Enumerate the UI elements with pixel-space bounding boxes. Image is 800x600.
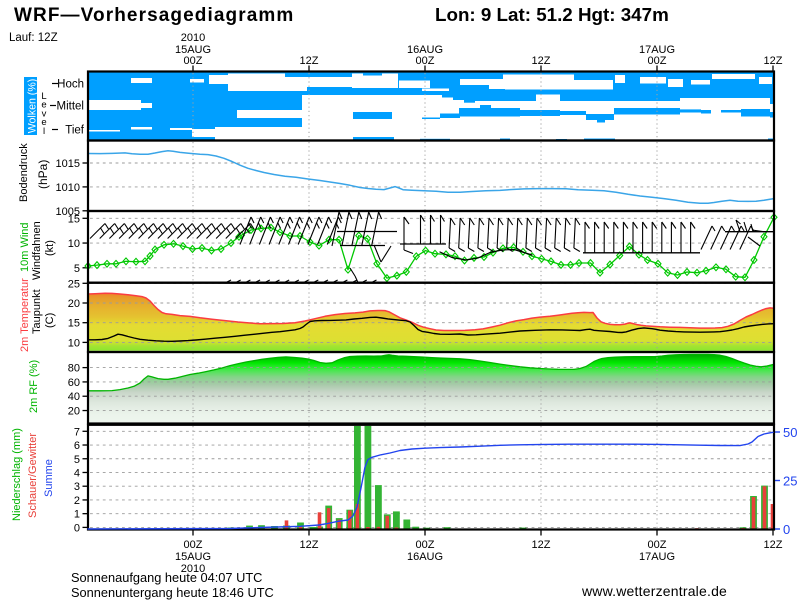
- svg-text:12Z: 12Z: [532, 539, 551, 551]
- svg-text:(C): (C): [44, 313, 56, 328]
- svg-text:Lon: 9 Lat: 51.2 Hgt: 347m: Lon: 9 Lat: 51.2 Hgt: 347m: [435, 4, 669, 25]
- svg-text:80: 80: [68, 363, 80, 375]
- svg-text:00Z: 00Z: [416, 539, 435, 551]
- svg-text:Schauer/Gewitter: Schauer/Gewitter: [27, 433, 39, 518]
- svg-text:00Z: 00Z: [648, 55, 667, 67]
- svg-text:2m RF (%): 2m RF (%): [28, 360, 40, 413]
- svg-text:10m Wind: 10m Wind: [19, 222, 31, 272]
- svg-text:Niederschlag (mm): Niederschlag (mm): [11, 428, 23, 521]
- svg-text:2010: 2010: [181, 563, 205, 575]
- svg-text:Sonnenaufgang heute 04:07 UTC: Sonnenaufgang heute 04:07 UTC: [71, 570, 262, 585]
- svg-text:17AUG: 17AUG: [639, 551, 675, 563]
- svg-text:15AUG: 15AUG: [175, 551, 211, 563]
- svg-text:10: 10: [68, 337, 80, 349]
- svg-text:15: 15: [68, 213, 80, 225]
- svg-text:l: l: [43, 126, 45, 137]
- svg-text:2: 2: [74, 495, 80, 507]
- svg-text:3: 3: [74, 481, 80, 493]
- svg-text:7: 7: [74, 426, 80, 438]
- svg-text:15: 15: [68, 318, 80, 330]
- svg-text:25: 25: [783, 474, 797, 489]
- svg-text:20: 20: [68, 298, 80, 310]
- svg-text:e: e: [41, 117, 46, 128]
- svg-text:WRF—Vorhersagediagramm: WRF—Vorhersagediagramm: [14, 5, 294, 26]
- svg-text:10: 10: [68, 238, 80, 250]
- svg-text:2m Temperatur: 2m Temperatur: [19, 278, 31, 352]
- svg-text:1010: 1010: [56, 182, 80, 194]
- svg-text:(kt): (kt): [44, 240, 56, 256]
- svg-text:Mittel: Mittel: [57, 101, 84, 113]
- svg-text:www.wetterzentrale.de: www.wetterzentrale.de: [581, 583, 727, 599]
- svg-text:4: 4: [74, 467, 80, 479]
- svg-text:Summe: Summe: [43, 459, 55, 497]
- svg-text:12Z: 12Z: [300, 55, 319, 67]
- svg-text:Lauf: 12Z: Lauf: 12Z: [9, 32, 58, 44]
- svg-text:Tief: Tief: [65, 125, 85, 137]
- svg-text:1015: 1015: [56, 158, 80, 170]
- svg-text:6: 6: [74, 440, 80, 452]
- svg-text:0: 0: [783, 522, 790, 537]
- svg-text:16AUG: 16AUG: [407, 551, 443, 563]
- svg-text:(hPa): (hPa): [36, 160, 50, 189]
- svg-text:Hoch: Hoch: [57, 79, 84, 91]
- svg-text:Sonnenuntergang heute 18:46 UT: Sonnenuntergang heute 18:46 UTC: [71, 585, 274, 600]
- svg-text:Bodendruck: Bodendruck: [18, 143, 30, 202]
- svg-text:L: L: [41, 91, 46, 102]
- svg-text:00Z: 00Z: [184, 539, 203, 551]
- svg-text:5: 5: [74, 454, 80, 466]
- svg-text:0: 0: [74, 522, 80, 534]
- svg-text:50: 50: [783, 425, 797, 440]
- svg-text:20: 20: [68, 406, 80, 418]
- svg-text:12Z: 12Z: [764, 539, 783, 551]
- svg-text:Windfahnen: Windfahnen: [31, 221, 43, 280]
- svg-text:16AUG: 16AUG: [407, 44, 443, 56]
- svg-text:15AUG: 15AUG: [175, 44, 211, 56]
- svg-text:1005: 1005: [56, 206, 80, 218]
- svg-text:Taupunkt: Taupunkt: [31, 289, 43, 334]
- svg-text:2010: 2010: [181, 32, 205, 44]
- svg-text:00Z: 00Z: [184, 55, 203, 67]
- svg-text:5: 5: [74, 263, 80, 275]
- svg-text:00Z: 00Z: [648, 539, 667, 551]
- svg-text:e: e: [41, 100, 46, 111]
- svg-text:25: 25: [68, 278, 80, 290]
- svg-text:60: 60: [68, 377, 80, 389]
- svg-text:Wolken (%): Wolken (%): [27, 79, 39, 134]
- svg-text:v: v: [42, 108, 47, 119]
- svg-text:12Z: 12Z: [764, 55, 783, 67]
- svg-text:00Z: 00Z: [416, 55, 435, 67]
- svg-text:1: 1: [74, 509, 80, 521]
- svg-text:17AUG: 17AUG: [639, 44, 675, 56]
- svg-text:12Z: 12Z: [300, 539, 319, 551]
- svg-text:12Z: 12Z: [532, 55, 551, 67]
- svg-text:40: 40: [68, 391, 80, 403]
